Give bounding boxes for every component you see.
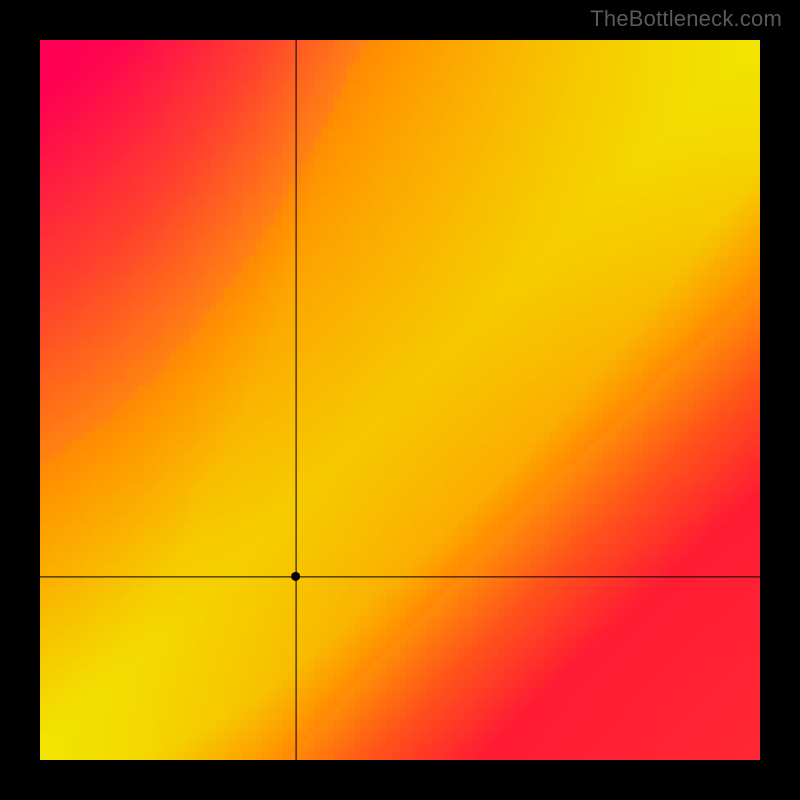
chart-container: TheBottleneck.com xyxy=(0,0,800,800)
watermark-text: TheBottleneck.com xyxy=(590,6,782,32)
bottleneck-heatmap xyxy=(40,40,760,760)
